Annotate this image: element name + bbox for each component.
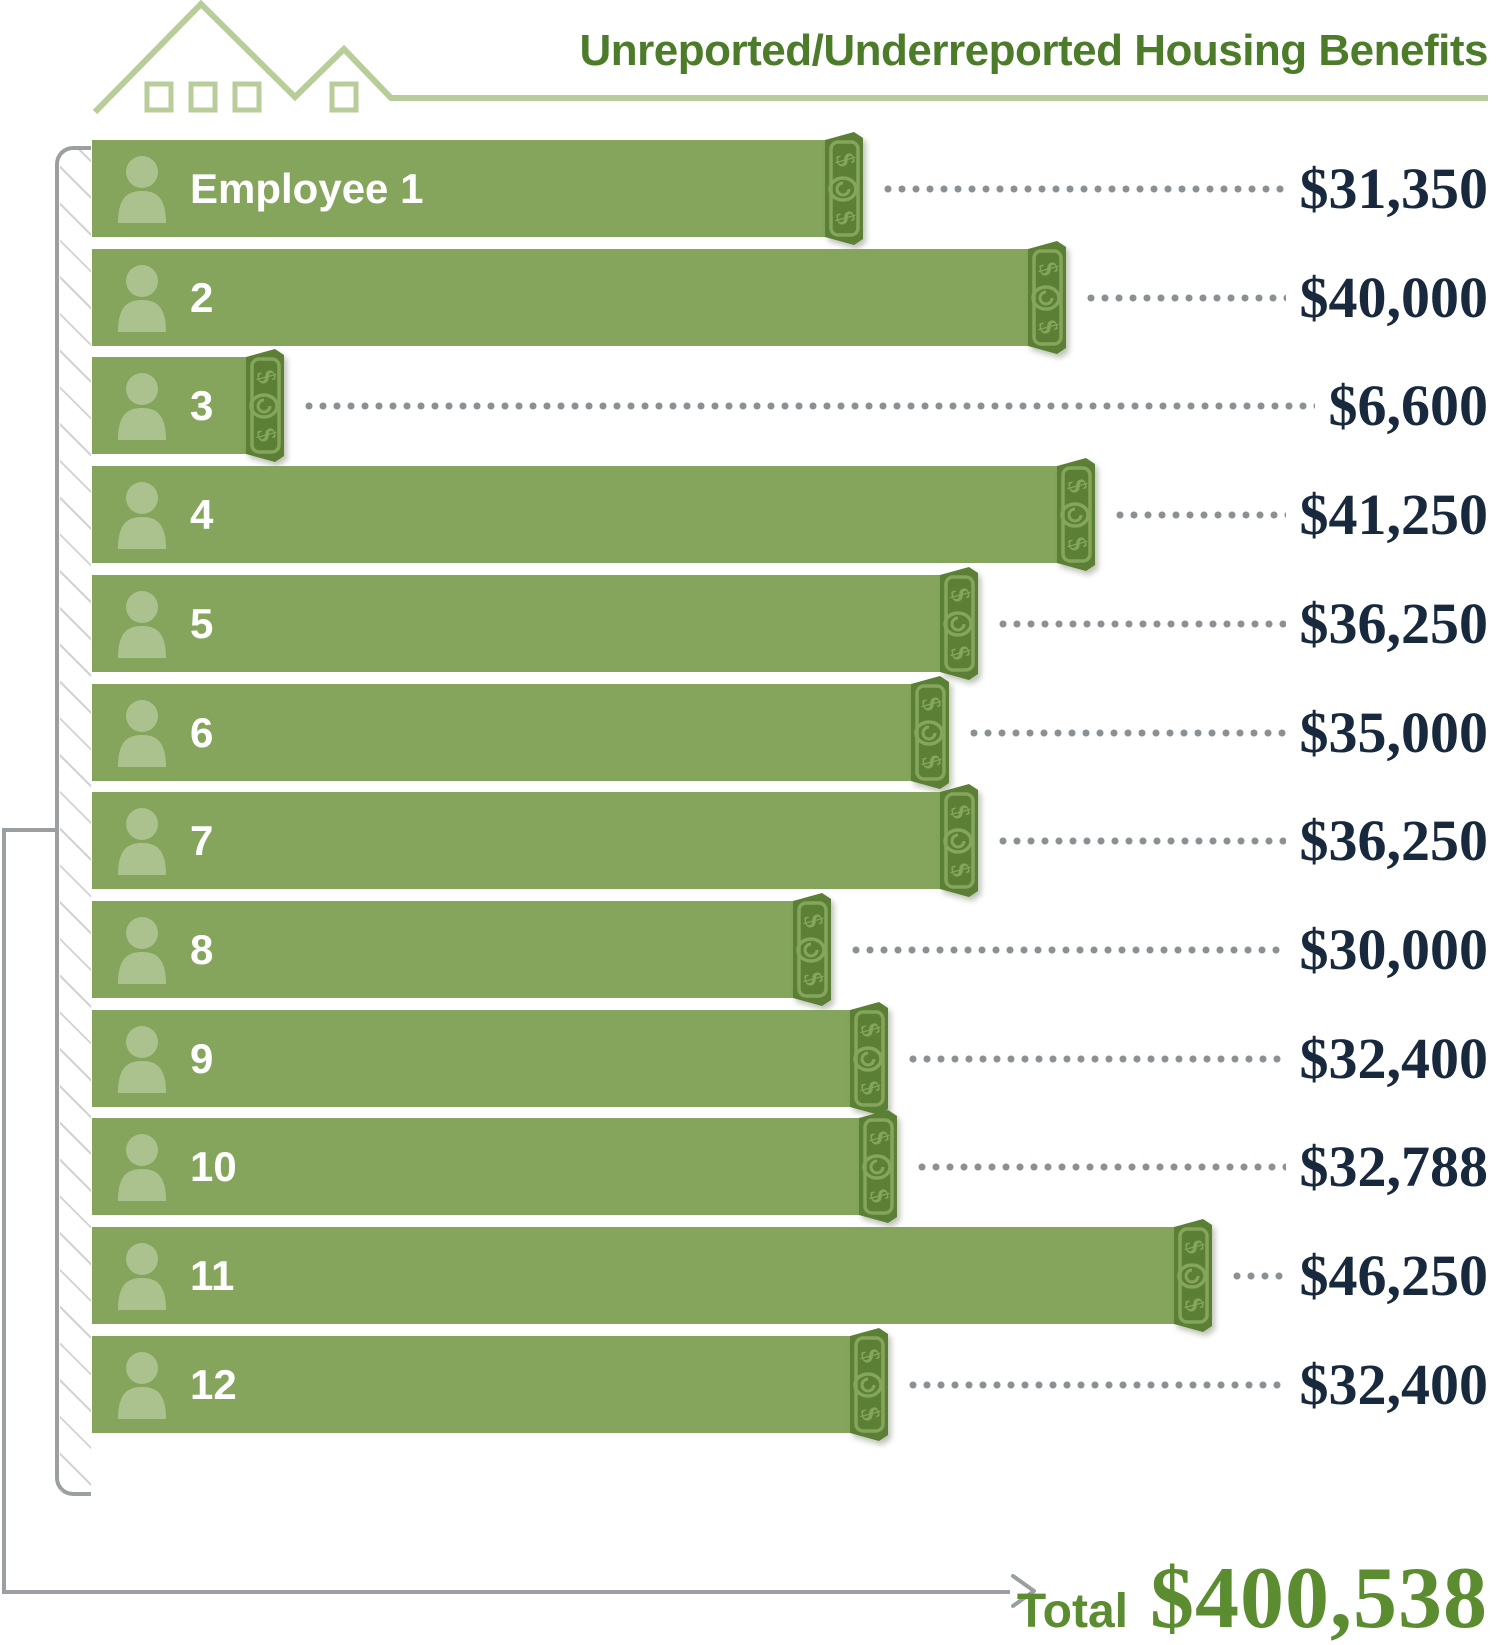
bar-row: 12 $ $ $32,400 — [92, 1328, 1489, 1441]
dollar-bill-icon: $ $ — [1174, 1219, 1212, 1332]
employee-label: 5 — [190, 599, 214, 647]
dollar-bill-icon: $ $ — [825, 132, 863, 245]
bar-row: 5 $ $ $36,250 — [92, 567, 1489, 680]
person-icon — [118, 481, 166, 549]
leader-dots — [996, 619, 1286, 628]
house-outline-icon — [92, 0, 1488, 115]
person-icon — [118, 1242, 166, 1310]
value-label: $40,000 — [1299, 265, 1489, 330]
dollar-bill-icon: $ $ — [859, 1110, 897, 1223]
person-icon — [118, 1133, 166, 1201]
employee-bar: 6 — [92, 684, 912, 781]
employee-label: 8 — [190, 925, 214, 973]
employee-label: 6 — [190, 708, 214, 756]
arrow-right-icon — [1011, 1574, 1036, 1608]
dollar-bill-icon: $ $ — [940, 784, 978, 897]
leader-dots — [1113, 510, 1286, 519]
bar-row: 8 $ $ $30,000 — [92, 893, 1489, 1006]
value-label: $46,250 — [1299, 1243, 1489, 1308]
total-bracket-stub — [2, 828, 57, 832]
dollar-bill-icon: $ $ — [911, 676, 949, 789]
total-bracket-line — [2, 828, 6, 1590]
value-label: $36,250 — [1299, 591, 1489, 656]
chart-title: Unreported/Underreported Housing Benefit… — [579, 26, 1489, 75]
leader-dots — [302, 401, 1315, 410]
bar-row: 4 $ $ $41,250 — [92, 458, 1489, 571]
value-label: $35,000 — [1299, 700, 1489, 765]
employee-bar: 9 — [92, 1010, 851, 1107]
total-value: $400,538 — [1150, 1550, 1488, 1645]
dollar-bill-icon: $ $ — [850, 1328, 888, 1441]
employee-label: 12 — [190, 1360, 237, 1408]
employee-bar: 12 — [92, 1336, 851, 1433]
person-icon — [118, 807, 166, 875]
employee-label: 2 — [190, 273, 214, 321]
leader-dots — [996, 836, 1286, 845]
leader-dots — [906, 1054, 1286, 1063]
leader-dots — [881, 184, 1286, 193]
person-icon — [118, 264, 166, 332]
dollar-bill-icon: $ $ — [850, 1002, 888, 1115]
leader-dots — [915, 1162, 1286, 1171]
value-label: $30,000 — [1299, 917, 1489, 982]
bar-row: Employee 1 $ $ $31,350 — [92, 132, 1489, 245]
leader-dots — [906, 1380, 1286, 1389]
employee-bar: 3 — [92, 357, 247, 454]
employee-bar: 2 — [92, 249, 1029, 346]
employee-label: 9 — [190, 1034, 214, 1082]
employee-bar: 7 — [92, 792, 941, 889]
person-icon — [118, 155, 166, 223]
dollar-bill-icon: $ $ — [1057, 458, 1095, 571]
bar-row: 6 $ $ $35,000 — [92, 676, 1489, 789]
leader-dots — [849, 945, 1286, 954]
hatch-pattern — [60, 150, 91, 1492]
employee-label: 3 — [190, 381, 214, 429]
leader-dots — [967, 728, 1286, 737]
value-label: $6,600 — [1328, 373, 1489, 438]
employee-label: Employee 1 — [190, 164, 424, 212]
bar-row: 2 $ $ $40,000 — [92, 241, 1489, 354]
total-bracket-arm — [2, 1590, 1010, 1594]
bar-row: 10 $ $ $32,788 — [92, 1110, 1489, 1223]
bar-row: 9 $ $ $32,400 — [92, 1002, 1489, 1115]
value-label: $32,400 — [1299, 1352, 1489, 1417]
employee-label: 4 — [190, 490, 214, 538]
bar-row: 3 $ $ $6,600 — [92, 349, 1489, 462]
person-icon — [118, 699, 166, 767]
value-label: $31,350 — [1299, 156, 1489, 221]
dollar-bill-icon: $ $ — [793, 893, 831, 1006]
person-icon — [118, 1025, 166, 1093]
dollar-bill-icon: $ $ — [940, 567, 978, 680]
person-icon — [118, 1351, 166, 1419]
value-label: $32,400 — [1299, 1026, 1489, 1091]
dollar-bill-icon: $ $ — [1028, 241, 1066, 354]
employee-bar: 10 — [92, 1118, 860, 1215]
person-icon — [118, 372, 166, 440]
value-label: $32,788 — [1299, 1134, 1489, 1199]
employee-bar: 8 — [92, 901, 794, 998]
value-label: $36,250 — [1299, 808, 1489, 873]
employee-bar: 11 — [92, 1227, 1175, 1324]
value-label: $41,250 — [1299, 482, 1489, 547]
bar-row: 11 $ $ $46,250 — [92, 1219, 1489, 1332]
employee-bar: Employee 1 — [92, 140, 826, 237]
total-label: Total — [1016, 1585, 1128, 1638]
total-block: Total $400,538 — [1017, 1548, 1488, 1645]
employee-bar: 5 — [92, 575, 941, 672]
employee-label: 10 — [190, 1142, 237, 1190]
group-bracket — [55, 146, 91, 1496]
leader-dots — [1230, 1271, 1286, 1280]
bar-row: 7 $ $ $36,250 — [92, 784, 1489, 897]
employee-label: 7 — [190, 816, 214, 864]
person-icon — [118, 916, 166, 984]
dollar-bill-icon: $ $ — [246, 349, 284, 462]
employee-bar: 4 — [92, 466, 1058, 563]
bar-rows: Employee 1 $ $ $31,350 2 $ $ — [92, 0, 1488, 1645]
employee-label: 11 — [190, 1251, 235, 1299]
person-icon — [118, 590, 166, 658]
leader-dots — [1084, 293, 1286, 302]
